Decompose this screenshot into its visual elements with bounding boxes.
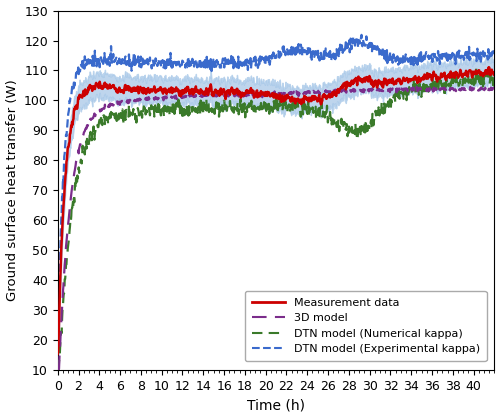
Y-axis label: Ground surface heat transfer (W): Ground surface heat transfer (W) bbox=[6, 79, 18, 301]
Legend: Measurement data, 3D model, DTN model (Numerical kappa), DTN model (Experimental: Measurement data, 3D model, DTN model (N… bbox=[245, 291, 486, 361]
X-axis label: Time (h): Time (h) bbox=[247, 398, 305, 413]
